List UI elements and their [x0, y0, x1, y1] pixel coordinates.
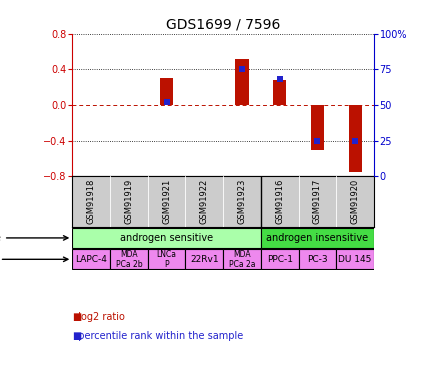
Text: percentile rank within the sample: percentile rank within the sample [72, 331, 244, 340]
Bar [72, 249, 110, 269]
Text: 22Rv1: 22Rv1 [190, 255, 218, 264]
Text: MDA
PCa 2b: MDA PCa 2b [116, 250, 142, 269]
Bar [223, 249, 261, 269]
Text: ■: ■ [72, 312, 82, 322]
Text: cell line: cell line [0, 254, 68, 264]
Bar [336, 249, 374, 269]
Text: GSM91917: GSM91917 [313, 179, 322, 225]
Text: androgen sensitive: androgen sensitive [120, 233, 213, 243]
Title: GDS1699 / 7596: GDS1699 / 7596 [166, 17, 280, 31]
Text: GSM91922: GSM91922 [200, 179, 209, 224]
Bar [160, 78, 173, 105]
Text: cell type: cell type [0, 233, 68, 243]
Bar [185, 249, 223, 269]
Text: LAPC-4: LAPC-4 [75, 255, 107, 264]
Bar [110, 249, 148, 269]
Text: PPC-1: PPC-1 [267, 255, 293, 264]
Bar [348, 105, 362, 172]
Bar [261, 249, 298, 269]
Bar [298, 249, 336, 269]
Text: ■: ■ [72, 331, 82, 340]
Bar [72, 228, 261, 248]
Bar [273, 80, 286, 105]
Text: GSM91919: GSM91919 [125, 179, 133, 224]
Text: GSM91920: GSM91920 [351, 179, 360, 224]
Text: LNCa
P: LNCa P [156, 250, 176, 269]
Text: androgen insensitive: androgen insensitive [266, 233, 368, 243]
Text: PC-3: PC-3 [307, 255, 328, 264]
Bar [148, 249, 185, 269]
Text: DU 145: DU 145 [338, 255, 372, 264]
Text: GSM91923: GSM91923 [238, 179, 246, 225]
Bar [261, 228, 374, 248]
Text: GSM91921: GSM91921 [162, 179, 171, 224]
Text: MDA
PCa 2a: MDA PCa 2a [229, 250, 255, 269]
Bar [235, 59, 249, 105]
Bar [311, 105, 324, 150]
Text: GSM91918: GSM91918 [87, 179, 96, 225]
Text: log2 ratio: log2 ratio [72, 312, 125, 322]
Text: GSM91916: GSM91916 [275, 179, 284, 225]
